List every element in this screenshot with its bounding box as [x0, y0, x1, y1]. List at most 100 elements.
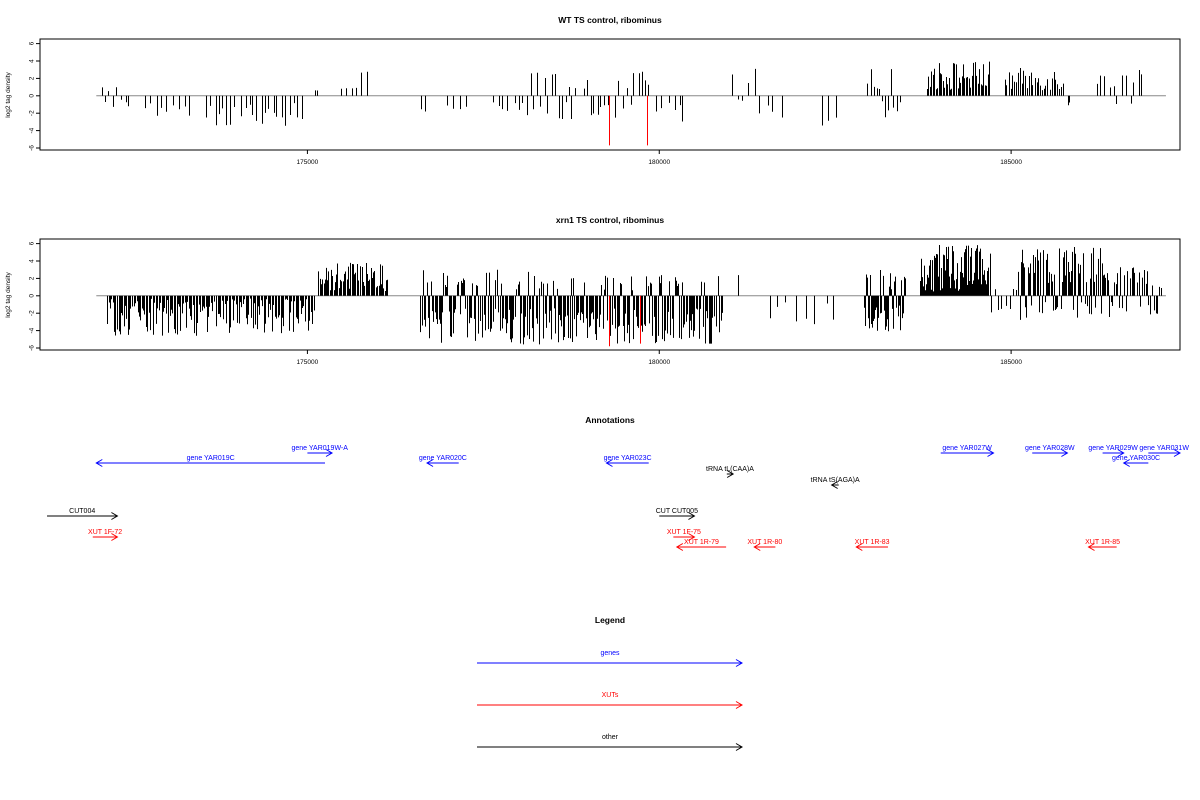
y-tick-label: -2: [29, 110, 36, 116]
annotation-arrow: [659, 512, 696, 520]
y-tick-label: -2: [29, 310, 36, 316]
legend-arrow-head: [735, 701, 743, 709]
annotation-arrow: [940, 449, 995, 457]
annotation-arrow: [1122, 459, 1149, 467]
y-tick-label: -6: [29, 345, 36, 351]
legend-arrow-head: [735, 659, 743, 667]
wt-x-axis: 175000 180000 185000: [297, 150, 1022, 166]
annotation-arrow: [673, 533, 696, 541]
annotation-label: gene YAR019W-A: [292, 445, 349, 452]
annotation-label: XUT 1R-85: [1085, 539, 1120, 546]
x-tick-label: 180000: [648, 359, 670, 366]
xrn1-y-axis: -6 -4 -2 0 2 4 6: [29, 241, 40, 351]
annotation-arrow-head: [855, 543, 863, 551]
legend-label: genes: [600, 650, 620, 657]
legend-label: other: [602, 734, 619, 741]
annotation-arrow: [1032, 449, 1069, 457]
legend-label: XUTs: [602, 692, 619, 699]
x-tick-label: 185000: [1000, 159, 1022, 166]
y-tick-label: 0: [29, 294, 36, 298]
annotation-arrow-head: [726, 470, 735, 478]
annotation-arrow: [426, 459, 459, 467]
xrn1-y-axis-label: log2 tag density: [5, 271, 12, 317]
annotation-label: XUT 1R-80: [747, 539, 782, 546]
y-tick-label: 4: [29, 259, 36, 263]
annotation-arrow-head: [95, 459, 103, 467]
annotation-arrow: [675, 543, 727, 551]
x-tick-label: 175000: [297, 159, 319, 166]
annotation-arrow: [830, 481, 839, 489]
annotation-arrow: [1148, 449, 1181, 457]
annotation-arrow-head: [1117, 449, 1125, 457]
x-tick-label: 175000: [297, 359, 319, 366]
annotation-arrow-head: [111, 533, 119, 541]
y-tick-label: -4: [29, 127, 36, 133]
y-tick-label: 2: [29, 276, 36, 280]
legend-arrow-head: [735, 743, 743, 751]
annotation-arrow: [92, 533, 119, 541]
legend-title: Legend: [595, 615, 625, 625]
annotation-arrow: [753, 543, 776, 551]
y-tick-label: 6: [29, 41, 36, 45]
annotation-arrow: [1102, 449, 1125, 457]
annotation-label: gene YAR028W: [1025, 445, 1075, 452]
legend-arrow: [477, 743, 743, 751]
annotation-label: CUT CUT005: [656, 508, 698, 515]
annotation-arrow-head: [1173, 449, 1181, 457]
annotation-label: gene YAR020C: [419, 455, 467, 462]
xrn1-plot-frame: [39, 238, 1181, 351]
wt-track-title: WT TS control, ribominus: [558, 15, 662, 25]
xrn1-track-panel: xrn1 TS control, ribominus log2 tag dens…: [5, 215, 1181, 366]
annotation-arrow-head: [675, 543, 684, 551]
wt-y-axis: -6 -4 -2 0 2 4 6: [29, 41, 40, 151]
annotation-label: CUT004: [69, 508, 95, 515]
annotation-arrow: [605, 459, 649, 467]
wt-plot-frame: [39, 38, 1181, 151]
annotation-arrow-head: [688, 533, 696, 541]
annotation-arrow: [95, 459, 325, 467]
annotation-label: XUT 1F-75: [667, 529, 701, 536]
annotation-arrow-head: [605, 459, 613, 467]
annotation-arrow: [47, 512, 119, 520]
annotation-label: tRNA tL(CAA)A: [706, 466, 754, 473]
annotation-arrow: [1087, 543, 1117, 551]
annotation-arrow-head: [325, 449, 334, 457]
annotation-arrow-head: [111, 512, 119, 520]
annotation-arrow-head: [987, 449, 995, 457]
xrn1-x-axis: 175000 180000 185000: [297, 350, 1022, 366]
annotation-label: gene YAR027W: [942, 445, 992, 452]
xrn1-track-title: xrn1 TS control, ribominus: [556, 215, 664, 225]
wt-y-axis-label: log2 tag density: [5, 71, 12, 117]
annotation-label: gene YAR029W: [1088, 445, 1138, 452]
annotation-label: XUT 1R-79: [684, 539, 719, 546]
legend-arrow: [477, 659, 743, 667]
wt-track-panel: WT TS control, ribominus log2 tag densit…: [5, 15, 1181, 166]
y-tick-label: -4: [29, 327, 36, 333]
legend-arrow: [477, 701, 743, 709]
x-tick-label: 185000: [1000, 359, 1022, 366]
annotation-arrow-head: [688, 512, 696, 520]
y-tick-label: 4: [29, 59, 36, 63]
x-tick-label: 180000: [648, 159, 670, 166]
xrn1-bars: [96, 244, 1166, 347]
wt-bars: [96, 61, 1166, 146]
annotation-label: gene YAR031W: [1139, 445, 1189, 452]
annotations-title: Annotations: [585, 415, 635, 425]
annotation-label: gene YAR019C: [187, 455, 235, 462]
annotation-arrow-head: [426, 459, 434, 467]
y-tick-label: 6: [29, 241, 36, 245]
y-tick-label: 2: [29, 76, 36, 80]
legend-panel: Legend genes XUTs other: [477, 615, 743, 751]
annotation-label: tRNA tS(AGA)A: [811, 477, 860, 484]
legend-items: genes XUTs other: [477, 650, 743, 751]
annotation-features: gene YAR019C gene YAR019W-A gene YAR020C ge…: [47, 445, 1189, 551]
y-tick-label: 0: [29, 94, 36, 98]
annotation-label: gene YAR023C: [604, 455, 652, 462]
y-tick-label: -6: [29, 145, 36, 151]
annotation-label: gene YAR030C: [1112, 455, 1160, 462]
annotation-arrow-head: [1122, 459, 1130, 467]
annotation-arrow-head: [830, 481, 838, 489]
annotation-label: XUT 1R-83: [855, 539, 890, 546]
